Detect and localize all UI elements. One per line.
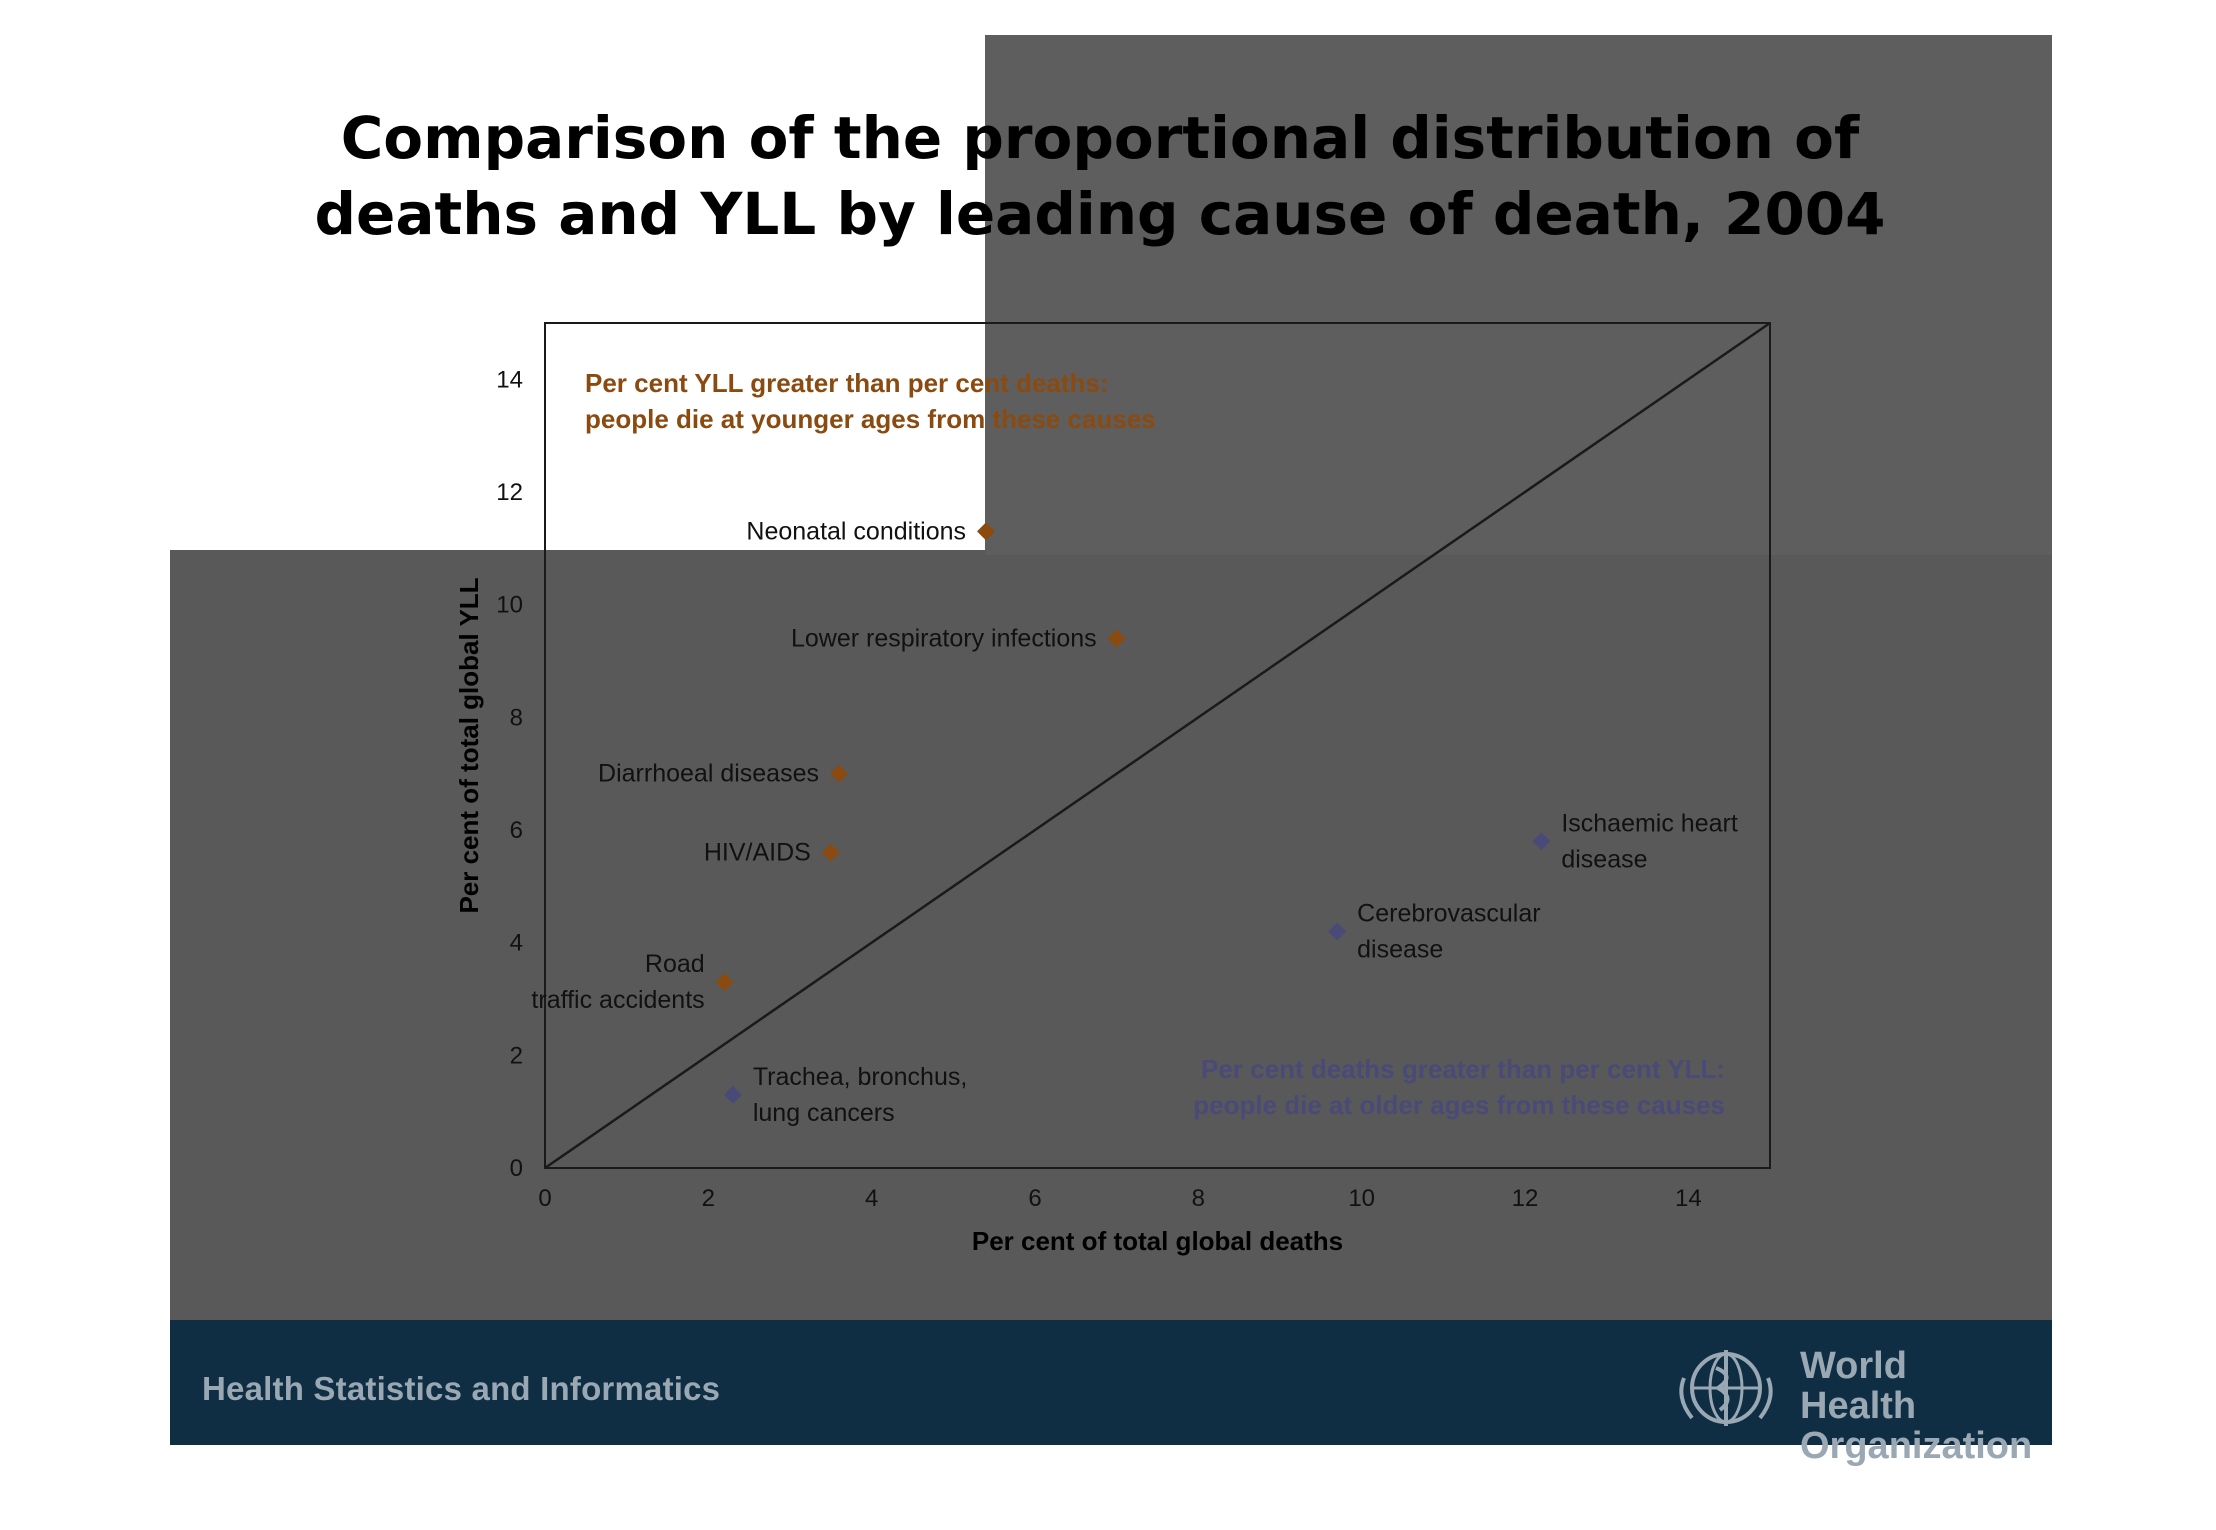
data-point-marker [715,973,734,992]
data-point-label: lung cancers [753,1099,895,1127]
x-tick-label: 8 [1192,1185,1205,1212]
footer-department-label: Health Statistics and Informatics [202,1370,721,1407]
y-axis-title: Per cent of total global YLL [454,577,484,913]
data-point-label: Cerebrovascular [1357,899,1540,927]
data-point-marker [977,522,995,541]
annotation-text-young: people die at younger ages from these ca… [585,404,1156,434]
annotation-text-old: Per cent deaths greater than per cent YL… [1201,1054,1725,1084]
data-point-marker [830,764,848,783]
data-point-label: Road [645,950,705,978]
x-tick-label: 0 [538,1185,551,1212]
y-tick-label: 12 [496,479,523,506]
data-point-label: traffic accidents [531,986,704,1014]
title-line-1: Comparison of the proportional distribut… [340,104,1860,172]
data-point-label: Ischaemic heart [1561,809,1738,837]
slide-title: Comparison of the proportional distribut… [170,100,2030,252]
data-point-label: Neonatal conditions [746,517,966,545]
x-tick-label: 2 [702,1185,715,1212]
y-tick-label: 8 [510,704,523,731]
y-tick-label: 2 [510,1042,523,1069]
title-line-2: deaths and YLL by leading cause of death… [314,180,1886,248]
who-wordmark-line-1: World Health [1800,1345,1917,1427]
x-tick-label: 4 [865,1185,878,1212]
y-tick-label: 4 [510,930,523,957]
data-point-marker [1328,922,1347,941]
x-tick-label: 12 [1512,1185,1539,1212]
data-point-label: Trachea, bronchus, [753,1063,967,1091]
who-wordmark-line-2: Organization [1800,1425,2033,1467]
data-point-label: disease [1357,935,1443,963]
who-emblem-icon [1679,1350,1773,1426]
x-tick-label: 10 [1348,1185,1375,1212]
x-tick-label: 14 [1675,1185,1702,1212]
y-tick-label: 14 [496,366,523,393]
data-point-label: Lower respiratory infections [791,624,1097,652]
data-point-marker [1532,832,1551,851]
y-tick-label: 10 [496,592,523,619]
data-point-marker [1107,629,1126,648]
y-tick-label: 0 [510,1155,523,1182]
annotation-text-young: Per cent YLL greater than per cent death… [585,368,1109,398]
reference-line [544,321,1771,1170]
who-logo: World Health Organization [1670,1338,2032,1466]
data-point-label: HIV/AIDS [704,839,811,867]
slide-background-top [985,35,2052,555]
x-axis-title: Per cent of total global deaths [972,1226,1343,1256]
x-tick-label: 6 [1028,1185,1041,1212]
data-point-label: Diarrhoeal diseases [598,760,819,788]
annotation-text-old: people die at older ages from these caus… [1193,1090,1725,1120]
data-point-marker [821,843,840,862]
data-point-marker [723,1085,742,1104]
white-overlay-block-lower [540,330,930,550]
who-wordmark: World Health Organization [1800,1346,2032,1466]
data-point-label: disease [1561,845,1647,873]
y-tick-label: 6 [510,817,523,844]
footer-bar: Health Statistics and Informatics World … [170,1320,2052,1466]
plot-frame [544,322,1771,1169]
